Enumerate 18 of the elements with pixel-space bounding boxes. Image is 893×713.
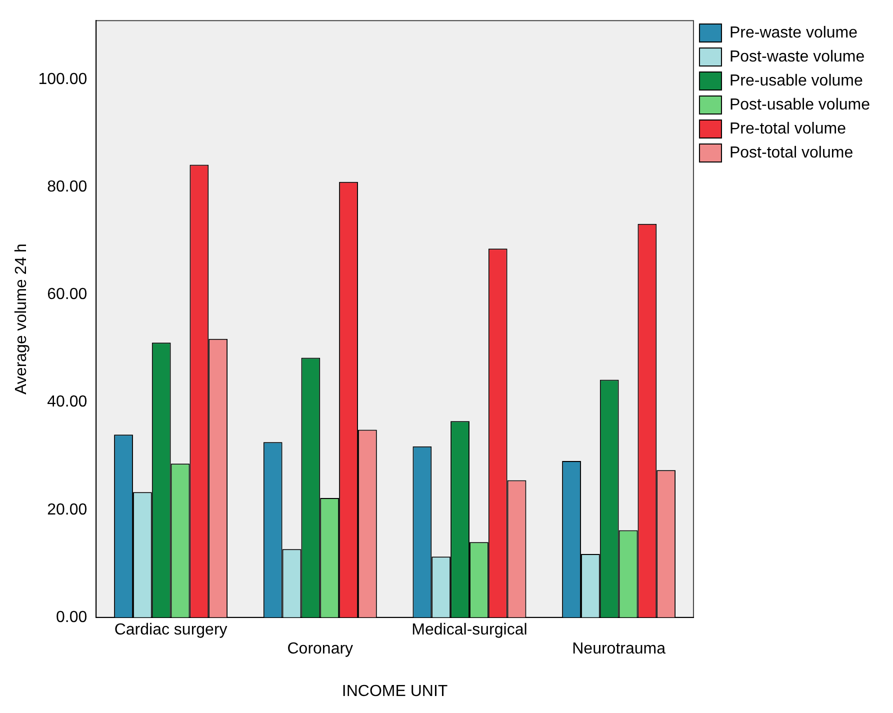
legend-label: Pre-waste volume [729,24,858,42]
legend-label: Post-waste volume [729,48,865,66]
y-tick-label: 20.00 [47,501,88,518]
legend-label: Pre-usable volume [729,72,863,90]
legend-label: Post-total volume [729,144,854,162]
x-tick-label: Neurotrauma [572,640,666,658]
legend-label: Post-usable volume [729,96,870,114]
x-tick-label: Cardiac surgery [114,621,228,638]
x-axis-title: INCOME UNIT [342,682,448,700]
x-tick-label: Medical-surgical [412,621,528,638]
y-tick-label: 80.00 [47,178,88,196]
legend-label: Pre-total volume [729,120,846,138]
y-tick-label: 100.00 [38,71,88,88]
y-tick-label: 0.00 [56,608,88,626]
y-tick-label: 40.00 [47,394,88,411]
x-tick-label: Coronary [287,640,354,658]
y-axis-title: Average volume 24 h [13,244,30,394]
y-tick-label: 60.00 [47,286,88,304]
